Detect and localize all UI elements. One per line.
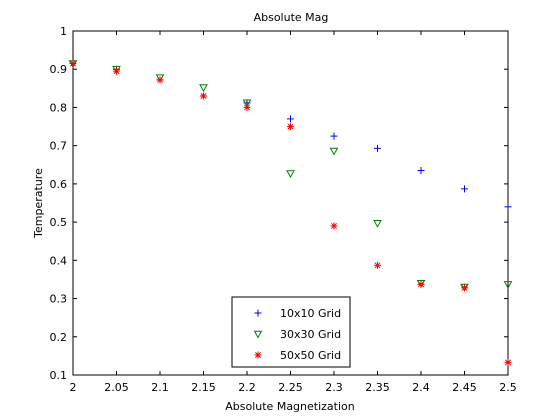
x-tick-label: 2.3 [325, 381, 343, 394]
data-point-3 [461, 284, 468, 292]
legend-label: 30x30 Grid [280, 328, 341, 341]
data-point-3 [504, 358, 512, 366]
x-tick-label: 2.25 [278, 381, 303, 394]
data-point-3 [113, 67, 120, 75]
legend-label: 10x10 Grid [280, 307, 341, 320]
data-point-3 [330, 222, 338, 230]
legend-marker-2 [253, 330, 263, 339]
data-point-1 [330, 132, 338, 140]
legend-marker-3 [254, 351, 262, 359]
x-tick-label: 2.35 [365, 381, 390, 394]
data-point-2 [503, 281, 513, 289]
x-tick-label: 2.1 [151, 381, 169, 394]
y-tick-label: 0.8 [50, 101, 68, 114]
data-point-1 [417, 167, 425, 175]
y-tick-label: 0.4 [50, 254, 68, 267]
y-axis-title: Temperature [32, 168, 45, 239]
data-point-3 [69, 59, 77, 67]
y-tick-label: 0.7 [50, 140, 68, 153]
y-tick-label: 0.9 [50, 63, 68, 76]
data-point-3 [417, 280, 425, 288]
x-tick-label: 2.45 [452, 381, 477, 394]
data-point-1 [374, 144, 381, 152]
legend-label: 50x50 Grid [280, 349, 341, 362]
data-point-3 [374, 261, 381, 269]
x-axis-title: Absolute Magnetization [225, 400, 355, 413]
legend-marker-1 [254, 309, 262, 317]
legend-box [231, 296, 351, 368]
y-tick-label: 0.2 [50, 331, 68, 344]
data-point-3 [200, 92, 207, 100]
y-axis: 0.1 0.2 0.3 0.4 0.5 0.6 0.7 0.8 0.9 1 [50, 25, 508, 382]
data-point-2 [286, 170, 295, 179]
data-point-2 [199, 84, 208, 93]
data-point-2 [242, 99, 252, 108]
x-tick-label: 2.4 [412, 381, 430, 394]
data-point-2 [416, 279, 426, 288]
data-point-3 [156, 76, 164, 84]
data-point-1 [461, 185, 468, 193]
x-tick-label: 2.15 [191, 381, 216, 394]
chart-title: Absolute Mag [254, 11, 329, 24]
y-tick-label: 0.1 [50, 369, 68, 382]
y-tick-label: 0.5 [50, 216, 68, 229]
x-tick-label: 2.2 [238, 381, 256, 394]
data-point-3 [287, 123, 294, 131]
data-points [68, 59, 513, 366]
legend: 10x10 Grid 30x30 Grid 50x50 Grid [231, 296, 351, 368]
data-point-3 [243, 103, 251, 111]
x-axis: 2 2.05 2.1 2.15 2.2 2.25 2.3 2.35 2.4 2.45 2.5 [70, 31, 517, 394]
data-point-2 [329, 147, 339, 156]
y-tick-label: 0.6 [50, 178, 68, 191]
y-tick-label: 0.3 [50, 293, 68, 306]
x-tick-label: 2 [70, 381, 77, 394]
x-tick-label: 2.5 [499, 381, 517, 394]
data-point-1 [287, 115, 294, 123]
data-point-2 [373, 219, 382, 228]
data-point-1 [504, 203, 512, 211]
x-tick-label: 2.05 [104, 381, 129, 394]
y-tick-label: 1 [60, 25, 67, 38]
